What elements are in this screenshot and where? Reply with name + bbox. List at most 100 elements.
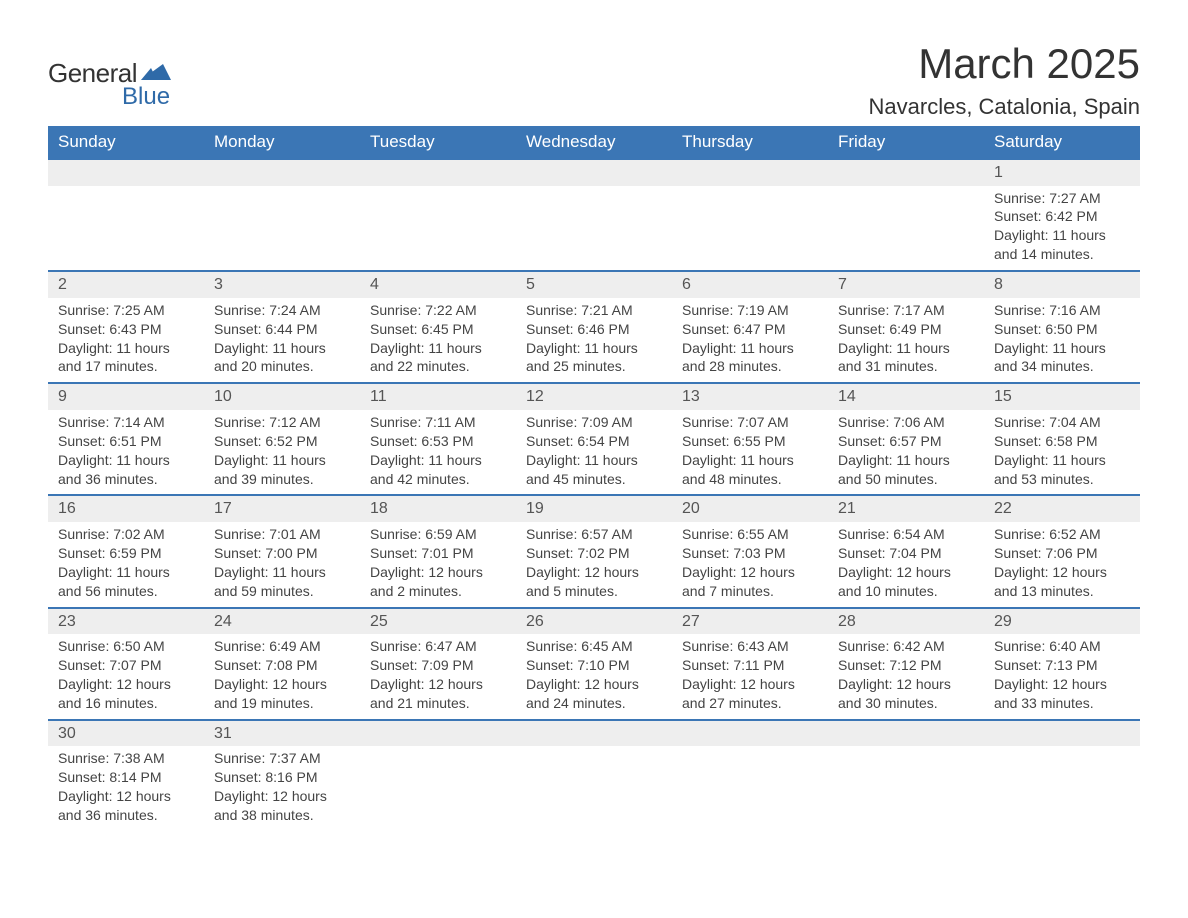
day-cell: Sunrise: 7:24 AMSunset: 6:44 PMDaylight:… xyxy=(204,298,360,384)
day-cell: Sunrise: 7:07 AMSunset: 6:55 PMDaylight:… xyxy=(672,410,828,496)
day-number: 11 xyxy=(360,383,516,410)
day-info-line: Sunrise: 7:25 AM xyxy=(58,301,194,320)
day-info-line: Sunrise: 6:50 AM xyxy=(58,637,194,656)
day-info-line: Daylight: 12 hours xyxy=(370,675,506,694)
day-info-line: and 5 minutes. xyxy=(526,582,662,601)
day-cell: Sunrise: 7:12 AMSunset: 6:52 PMDaylight:… xyxy=(204,410,360,496)
day-number: 12 xyxy=(516,383,672,410)
day-number xyxy=(672,720,828,747)
col-header: Tuesday xyxy=(360,126,516,159)
day-number: 26 xyxy=(516,608,672,635)
day-cell: Sunrise: 6:59 AMSunset: 7:01 PMDaylight:… xyxy=(360,522,516,608)
day-cell xyxy=(672,746,828,831)
day-number: 6 xyxy=(672,271,828,298)
day-info-line: and 42 minutes. xyxy=(370,470,506,489)
day-number: 31 xyxy=(204,720,360,747)
day-info-line: Sunset: 6:46 PM xyxy=(526,320,662,339)
daynum-row: 1 xyxy=(48,159,1140,186)
day-info-line: Daylight: 12 hours xyxy=(526,675,662,694)
day-number: 8 xyxy=(984,271,1140,298)
day-number: 14 xyxy=(828,383,984,410)
day-cell xyxy=(360,746,516,831)
day-info-line: Sunrise: 6:52 AM xyxy=(994,525,1130,544)
day-cell xyxy=(360,186,516,272)
day-info-line: Daylight: 11 hours xyxy=(682,339,818,358)
day-info-line: and 28 minutes. xyxy=(682,357,818,376)
day-info-line: Sunset: 7:13 PM xyxy=(994,656,1130,675)
day-number xyxy=(360,720,516,747)
content-row: Sunrise: 7:25 AMSunset: 6:43 PMDaylight:… xyxy=(48,298,1140,384)
day-info-line: Daylight: 11 hours xyxy=(370,451,506,470)
day-info-line: Daylight: 11 hours xyxy=(370,339,506,358)
day-info-line: Sunrise: 6:47 AM xyxy=(370,637,506,656)
day-info-line: and 16 minutes. xyxy=(58,694,194,713)
day-cell: Sunrise: 6:45 AMSunset: 7:10 PMDaylight:… xyxy=(516,634,672,720)
day-info-line: Sunrise: 7:07 AM xyxy=(682,413,818,432)
day-cell xyxy=(672,186,828,272)
day-info-line: Daylight: 11 hours xyxy=(994,226,1130,245)
day-info-line: Daylight: 12 hours xyxy=(994,563,1130,582)
day-info-line: Sunrise: 7:11 AM xyxy=(370,413,506,432)
day-number: 23 xyxy=(48,608,204,635)
day-info-line: Sunset: 6:57 PM xyxy=(838,432,974,451)
day-info-line: Sunrise: 6:54 AM xyxy=(838,525,974,544)
title-block: March 2025 Navarcles, Catalonia, Spain xyxy=(869,40,1140,120)
day-number: 13 xyxy=(672,383,828,410)
day-number: 1 xyxy=(984,159,1140,186)
day-info-line: Sunrise: 7:12 AM xyxy=(214,413,350,432)
day-info-line: Sunset: 6:47 PM xyxy=(682,320,818,339)
day-info-line: Daylight: 12 hours xyxy=(58,675,194,694)
day-info-line: Sunrise: 7:17 AM xyxy=(838,301,974,320)
day-info-line: and 21 minutes. xyxy=(370,694,506,713)
day-info-line: Sunset: 7:00 PM xyxy=(214,544,350,563)
day-info-line: Sunrise: 7:09 AM xyxy=(526,413,662,432)
col-header: Wednesday xyxy=(516,126,672,159)
day-info-line: Sunrise: 7:24 AM xyxy=(214,301,350,320)
day-info-line: Sunrise: 7:38 AM xyxy=(58,749,194,768)
day-cell: Sunrise: 7:17 AMSunset: 6:49 PMDaylight:… xyxy=(828,298,984,384)
day-number xyxy=(360,159,516,186)
day-info-line: Sunset: 6:44 PM xyxy=(214,320,350,339)
day-info-line: and 39 minutes. xyxy=(214,470,350,489)
day-number: 4 xyxy=(360,271,516,298)
day-info-line: Sunset: 8:16 PM xyxy=(214,768,350,787)
day-cell: Sunrise: 7:02 AMSunset: 6:59 PMDaylight:… xyxy=(48,522,204,608)
day-info-line: Daylight: 11 hours xyxy=(838,339,974,358)
day-number: 3 xyxy=(204,271,360,298)
day-info-line: Sunrise: 7:16 AM xyxy=(994,301,1130,320)
day-info-line: Sunrise: 6:40 AM xyxy=(994,637,1130,656)
day-cell: Sunrise: 6:40 AMSunset: 7:13 PMDaylight:… xyxy=(984,634,1140,720)
month-title: March 2025 xyxy=(869,40,1140,88)
day-info-line: Sunset: 6:45 PM xyxy=(370,320,506,339)
day-info-line: Sunrise: 7:06 AM xyxy=(838,413,974,432)
day-number: 20 xyxy=(672,495,828,522)
day-info-line: Daylight: 11 hours xyxy=(994,451,1130,470)
day-info-line: Sunset: 7:11 PM xyxy=(682,656,818,675)
day-info-line: and 53 minutes. xyxy=(994,470,1130,489)
day-number: 27 xyxy=(672,608,828,635)
day-cell: Sunrise: 7:01 AMSunset: 7:00 PMDaylight:… xyxy=(204,522,360,608)
day-info-line: Sunrise: 7:37 AM xyxy=(214,749,350,768)
day-info-line: and 33 minutes. xyxy=(994,694,1130,713)
day-cell xyxy=(48,186,204,272)
calendar-table: Sunday Monday Tuesday Wednesday Thursday… xyxy=(48,126,1140,831)
daynum-row: 23242526272829 xyxy=(48,608,1140,635)
logo-text-blue: Blue xyxy=(122,83,171,111)
day-info-line: Sunset: 7:12 PM xyxy=(838,656,974,675)
day-info-line: Sunrise: 6:43 AM xyxy=(682,637,818,656)
col-header: Saturday xyxy=(984,126,1140,159)
day-number: 21 xyxy=(828,495,984,522)
day-info-line: Sunrise: 6:57 AM xyxy=(526,525,662,544)
col-header: Sunday xyxy=(48,126,204,159)
day-info-line: Sunset: 7:09 PM xyxy=(370,656,506,675)
day-info-line: Sunrise: 7:19 AM xyxy=(682,301,818,320)
day-cell: Sunrise: 6:57 AMSunset: 7:02 PMDaylight:… xyxy=(516,522,672,608)
day-info-line: Sunset: 6:42 PM xyxy=(994,207,1130,226)
day-cell: Sunrise: 7:22 AMSunset: 6:45 PMDaylight:… xyxy=(360,298,516,384)
day-info-line: and 2 minutes. xyxy=(370,582,506,601)
day-cell xyxy=(204,186,360,272)
day-info-line: and 19 minutes. xyxy=(214,694,350,713)
day-info-line: Daylight: 12 hours xyxy=(994,675,1130,694)
day-info-line: Daylight: 11 hours xyxy=(526,339,662,358)
day-cell: Sunrise: 6:49 AMSunset: 7:08 PMDaylight:… xyxy=(204,634,360,720)
